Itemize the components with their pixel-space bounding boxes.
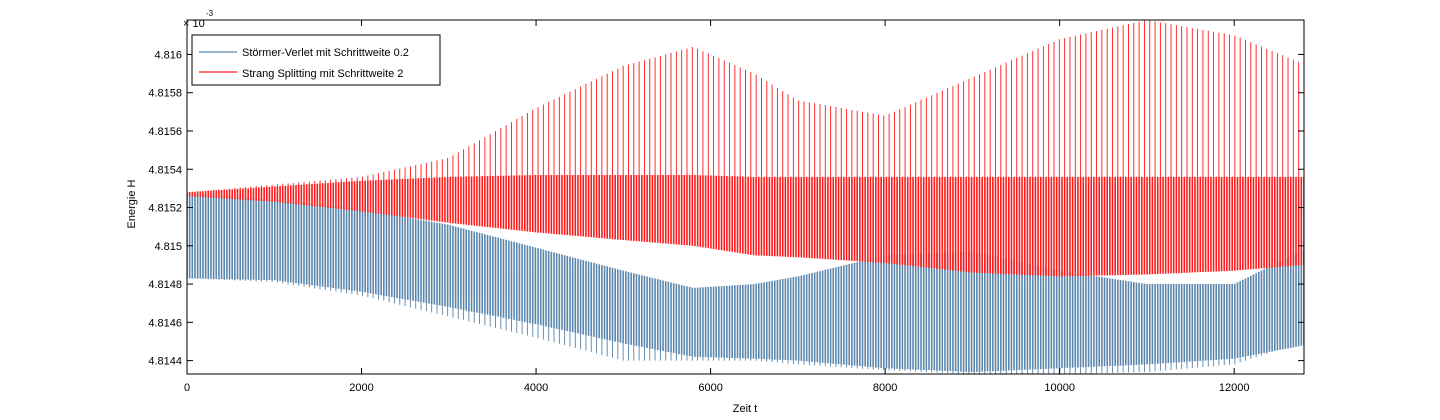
y-tick-label: 4.8154 (148, 164, 182, 176)
plot-frame (186, 19, 1305, 375)
y-tick-label: 4.8156 (148, 126, 182, 138)
legend-box (191, 34, 441, 86)
y-exponent-power: -3 (206, 9, 214, 18)
series-1-lines (187, 20, 1304, 277)
y-axis-label: Energie H (126, 179, 138, 228)
x-tick-label: 8000 (873, 382, 897, 394)
series-layer (187, 20, 1304, 374)
x-tick-label: 0 (184, 382, 190, 394)
y-tick-label: 4.8146 (148, 317, 182, 329)
series-0-oscillation-band (187, 194, 1304, 373)
legend-label-strang-splitting: Strang Splitting mit Schrittweite 2 (242, 68, 403, 80)
y-tick-label: 4.8152 (148, 203, 182, 215)
legend-label-stoermer-verlet: Störmer-Verlet mit Schrittweite 0.2 (242, 47, 409, 59)
y-tick-label: 4.8158 (148, 88, 182, 100)
y-exponent-base: × 10 (183, 18, 205, 30)
series-0-lines (187, 194, 1304, 374)
series-1-spikes (191, 20, 1304, 192)
x-tick-label: 4000 (524, 382, 548, 394)
x-tick-label: 12000 (1219, 382, 1250, 394)
x-tick-label: 10000 (1044, 382, 1075, 394)
legend: Störmer-Verlet mit Schrittweite 0.2 Stra… (191, 34, 441, 86)
y-tick-label: 4.8148 (148, 279, 182, 291)
y-tick-label: 4.816 (154, 49, 182, 61)
x-tick-label: 6000 (698, 382, 722, 394)
y-axis-ticks: 4.8144 4.8146 4.8148 4.815 4.8152 4.8154 4.815… (148, 49, 1304, 368)
y-tick-label: 4.815 (154, 241, 182, 253)
series-1-oscillation-band (187, 174, 1304, 277)
x-axis-ticks: 0 2000 4000 6000 8000 10000 12000 (184, 20, 1250, 394)
y-tick-label: 4.8144 (148, 356, 182, 368)
x-axis-label: Zeit t (733, 403, 757, 415)
x-tick-label: 2000 (349, 382, 373, 394)
